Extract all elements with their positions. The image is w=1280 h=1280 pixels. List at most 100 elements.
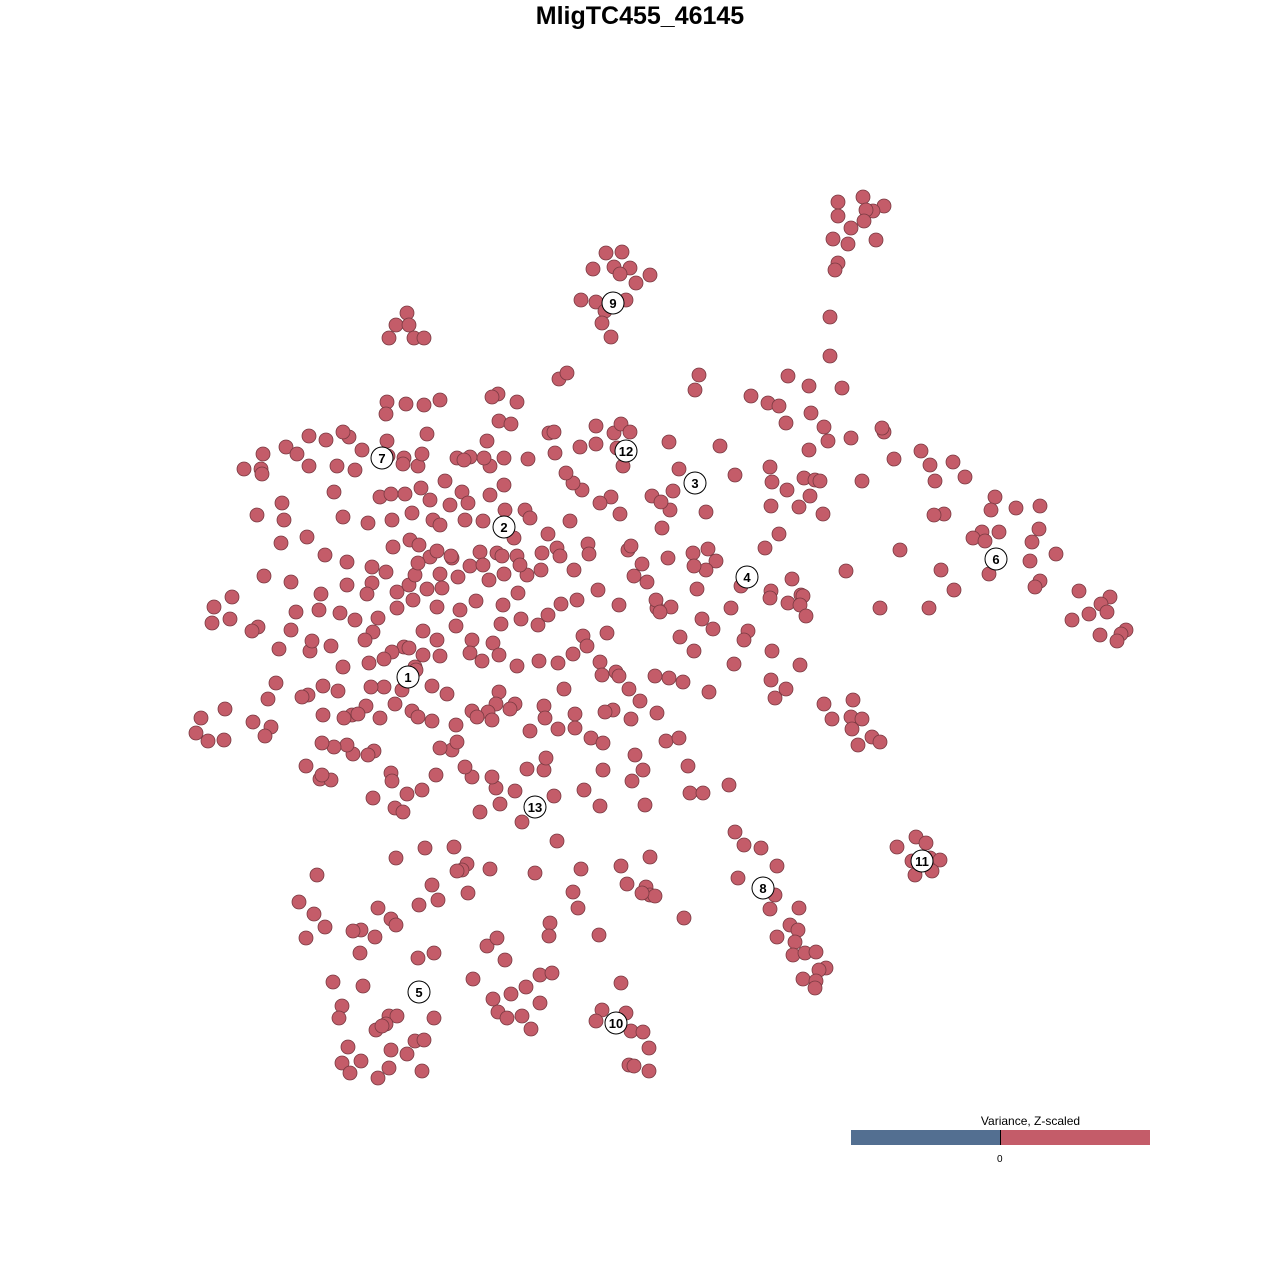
- data-point: [457, 512, 473, 528]
- data-point: [592, 495, 608, 511]
- data-point: [397, 486, 413, 502]
- data-point: [712, 438, 728, 454]
- data-point: [550, 655, 566, 671]
- data-point: [763, 498, 779, 514]
- data-point: [448, 618, 464, 634]
- data-point: [496, 477, 512, 493]
- data-point: [519, 761, 535, 777]
- cluster-label-badge: [984, 547, 1008, 571]
- data-point: [743, 388, 759, 404]
- data-point: [495, 597, 511, 613]
- data-point: [365, 790, 381, 806]
- data-point: [649, 705, 665, 721]
- data-point: [559, 365, 575, 381]
- data-point: [675, 674, 691, 690]
- data-point: [647, 668, 663, 684]
- data-point: [339, 554, 355, 570]
- data-point: [855, 189, 871, 205]
- data-point: [611, 597, 627, 613]
- data-point: [493, 616, 509, 632]
- cluster-label-1: 1: [396, 665, 420, 689]
- data-point: [299, 529, 315, 545]
- data-point: [273, 535, 289, 551]
- data-point: [370, 610, 386, 626]
- data-point: [671, 730, 687, 746]
- data-point: [933, 562, 949, 578]
- data-point: [983, 502, 999, 518]
- data-point: [763, 672, 779, 688]
- data-point: [424, 877, 440, 893]
- data-point: [531, 653, 547, 669]
- data-point: [913, 443, 929, 459]
- data-point: [330, 683, 346, 699]
- data-point: [654, 520, 670, 536]
- data-point: [416, 330, 432, 346]
- data-point: [398, 396, 414, 412]
- data-point: [977, 533, 993, 549]
- data-point: [323, 638, 339, 654]
- data-point: [830, 194, 846, 210]
- cluster-label-7: 7: [370, 446, 394, 470]
- cluster-label-badge: [683, 471, 707, 495]
- data-point: [695, 785, 711, 801]
- cluster-label-text: 4: [743, 570, 751, 585]
- data-point: [537, 710, 553, 726]
- data-point: [736, 632, 752, 648]
- data-point: [532, 995, 548, 1011]
- data-point: [921, 600, 937, 616]
- data-point: [200, 733, 216, 749]
- data-point: [345, 923, 361, 939]
- data-point: [414, 782, 430, 798]
- data-point: [340, 1039, 356, 1055]
- cluster-label-text: 1: [404, 670, 411, 685]
- data-point: [639, 574, 655, 590]
- data-point: [573, 292, 589, 308]
- data-point: [244, 623, 260, 639]
- data-point: [843, 430, 859, 446]
- cluster-label-badge: [910, 849, 934, 873]
- data-point: [502, 701, 518, 717]
- data-point: [335, 659, 351, 675]
- data-point: [623, 711, 639, 727]
- cluster-label-badge: [601, 291, 625, 315]
- data-point: [922, 457, 938, 473]
- data-point: [592, 798, 608, 814]
- data-point: [482, 487, 498, 503]
- data-point: [355, 978, 371, 994]
- data-point: [780, 368, 796, 384]
- points-layer: [188, 189, 1134, 1086]
- data-point: [784, 571, 800, 587]
- data-point: [482, 861, 498, 877]
- data-point: [779, 482, 795, 498]
- cluster-label-text: 10: [609, 1016, 623, 1031]
- data-point: [1064, 612, 1080, 628]
- data-point: [448, 717, 464, 733]
- data-point: [588, 436, 604, 452]
- data-point: [1022, 553, 1038, 569]
- data-point: [542, 915, 558, 931]
- data-point: [424, 713, 440, 729]
- data-point: [700, 541, 716, 557]
- data-point: [472, 544, 488, 560]
- data-point: [642, 849, 658, 865]
- data-point: [565, 884, 581, 900]
- data-point: [567, 706, 583, 722]
- data-point: [496, 566, 512, 582]
- data-point: [301, 458, 317, 474]
- data-point: [468, 593, 484, 609]
- data-point: [491, 647, 507, 663]
- data-point: [384, 773, 400, 789]
- data-point: [449, 863, 465, 879]
- data-point: [342, 1065, 358, 1081]
- data-point: [395, 804, 411, 820]
- data-point: [274, 495, 290, 511]
- data-point: [579, 638, 595, 654]
- data-point: [840, 236, 856, 252]
- data-point: [432, 648, 448, 664]
- data-point: [730, 870, 746, 886]
- data-point: [289, 446, 305, 462]
- data-point: [594, 315, 610, 331]
- data-point: [570, 900, 586, 916]
- data-point: [399, 786, 415, 802]
- cluster-label-text: 8: [759, 881, 766, 896]
